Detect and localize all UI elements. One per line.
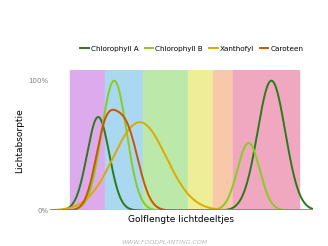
- Y-axis label: Lichtabsorptie: Lichtabsorptie: [15, 108, 24, 173]
- Bar: [71, 70, 105, 211]
- Bar: [233, 70, 299, 211]
- Bar: [105, 70, 143, 211]
- Bar: [213, 70, 233, 211]
- Bar: [188, 70, 213, 211]
- X-axis label: Golflengte lichtdeeltjes: Golflengte lichtdeeltjes: [128, 215, 234, 224]
- Bar: [143, 70, 188, 211]
- Legend: Chlorophyll A, Chlorophyll B, Xanthofyl, Caroteen: Chlorophyll A, Chlorophyll B, Xanthofyl,…: [77, 43, 306, 55]
- Text: WWW.FOODPLANTING.COM: WWW.FOODPLANTING.COM: [121, 240, 207, 245]
